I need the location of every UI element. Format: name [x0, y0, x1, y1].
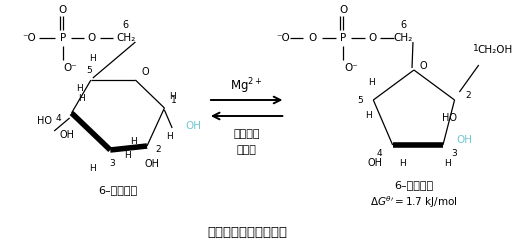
Text: H: H [130, 136, 137, 145]
Text: H: H [444, 159, 451, 168]
Text: OH: OH [456, 135, 472, 145]
Text: CH₂: CH₂ [116, 33, 135, 43]
Text: 1: 1 [171, 96, 177, 105]
Text: H: H [76, 83, 83, 92]
Text: 4: 4 [55, 114, 61, 123]
Text: ⁻O: ⁻O [22, 33, 36, 43]
Text: H: H [399, 159, 406, 168]
Text: HO: HO [442, 113, 457, 123]
Text: Mg$^{2+}$: Mg$^{2+}$ [230, 76, 263, 96]
Text: 2: 2 [465, 90, 471, 100]
Text: $\Delta G^{\theta\prime} = 1.7\ \mathrm{kJ/mol}$: $\Delta G^{\theta\prime} = 1.7\ \mathrm{… [370, 194, 458, 210]
Text: 3: 3 [109, 159, 115, 168]
Text: H: H [124, 150, 131, 160]
Text: CH₂: CH₂ [393, 33, 413, 43]
Text: 1: 1 [473, 44, 479, 53]
Text: ⁻O: ⁻O [277, 33, 290, 43]
Text: 5: 5 [357, 96, 363, 105]
Text: H: H [89, 164, 96, 173]
Text: O: O [420, 61, 427, 71]
Text: 5: 5 [86, 65, 92, 74]
Text: 磷酸己糖: 磷酸己糖 [233, 129, 260, 139]
Text: H: H [365, 111, 372, 120]
Text: H: H [169, 91, 175, 101]
Text: O: O [88, 33, 96, 43]
Text: H: H [78, 94, 85, 103]
Text: 异构酶: 异构酶 [236, 145, 256, 155]
Text: 3: 3 [451, 148, 458, 158]
Text: H: H [89, 54, 96, 62]
Text: OH: OH [368, 158, 383, 168]
Text: O: O [141, 67, 149, 77]
Text: O⁻: O⁻ [64, 63, 77, 73]
Text: HO: HO [37, 116, 52, 126]
Text: O: O [339, 5, 347, 15]
Text: 2: 2 [156, 144, 162, 153]
Text: 4: 4 [377, 148, 382, 158]
Text: H: H [368, 77, 375, 86]
Text: O⁻: O⁻ [344, 63, 358, 73]
Text: 6: 6 [400, 20, 406, 30]
Text: 图：磷酸葡糖的异构化: 图：磷酸葡糖的异构化 [208, 226, 288, 239]
Text: H: H [166, 131, 173, 140]
Text: 6–磷酸葡糖: 6–磷酸葡糖 [98, 185, 137, 195]
Text: OH: OH [185, 121, 202, 131]
Text: CH₂OH: CH₂OH [478, 45, 513, 55]
Text: 6: 6 [123, 20, 129, 30]
Text: O: O [59, 5, 67, 15]
Text: P: P [340, 33, 346, 43]
Text: P: P [60, 33, 66, 43]
Text: O: O [308, 33, 317, 43]
Text: OH: OH [59, 130, 74, 140]
Text: OH: OH [144, 159, 160, 169]
Text: O: O [368, 33, 377, 43]
Text: 6–磷酸果糖: 6–磷酸果糖 [394, 180, 433, 190]
